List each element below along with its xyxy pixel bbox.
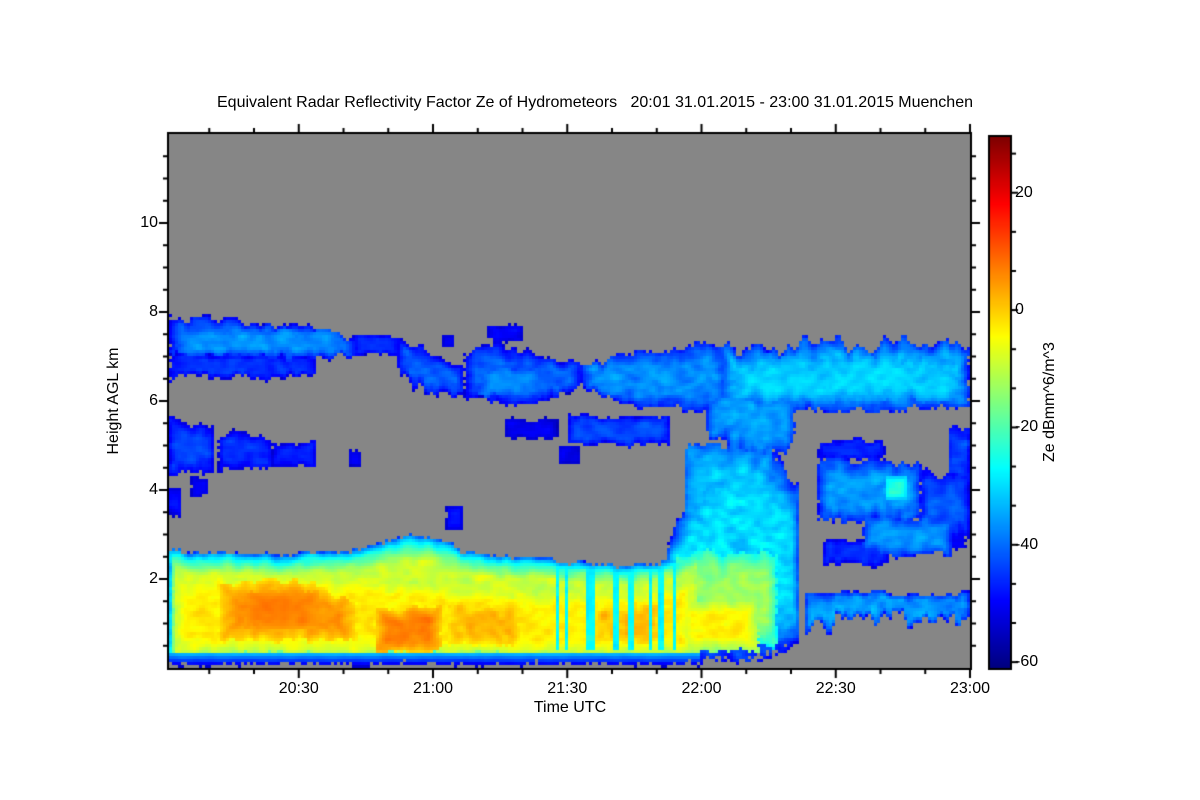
colorbar-tick-label: 20 <box>1015 183 1033 201</box>
x-tick-label: 20:30 <box>278 680 319 697</box>
x-tick-label: 22:00 <box>681 680 722 697</box>
y-tick-label: 2 <box>149 570 158 587</box>
y-tick-label: 10 <box>140 214 158 231</box>
colorbar-tick-label: -40 <box>1015 535 1039 553</box>
x-axis-title: Time UTC <box>533 699 607 716</box>
y-tick-label: 4 <box>149 481 158 498</box>
colorbar-tick-label: -20 <box>1015 418 1039 436</box>
x-tick-label: 23:00 <box>949 680 991 697</box>
colorbar-tick-label: -60 <box>1015 653 1039 671</box>
x-tick-label: 21:30 <box>547 680 588 697</box>
chart-title: Equivalent Radar Reflectivity Factor Ze … <box>217 94 973 111</box>
y-tick-label: 6 <box>149 392 158 409</box>
x-tick-label: 21:00 <box>412 680 454 697</box>
y-tick-label: 8 <box>149 303 158 320</box>
colorbar-tick-label: 0 <box>1015 301 1024 319</box>
colorbar-title: Ze dBmm^6/m^3 <box>1041 342 1058 462</box>
x-tick-label: 22:30 <box>815 680 856 697</box>
